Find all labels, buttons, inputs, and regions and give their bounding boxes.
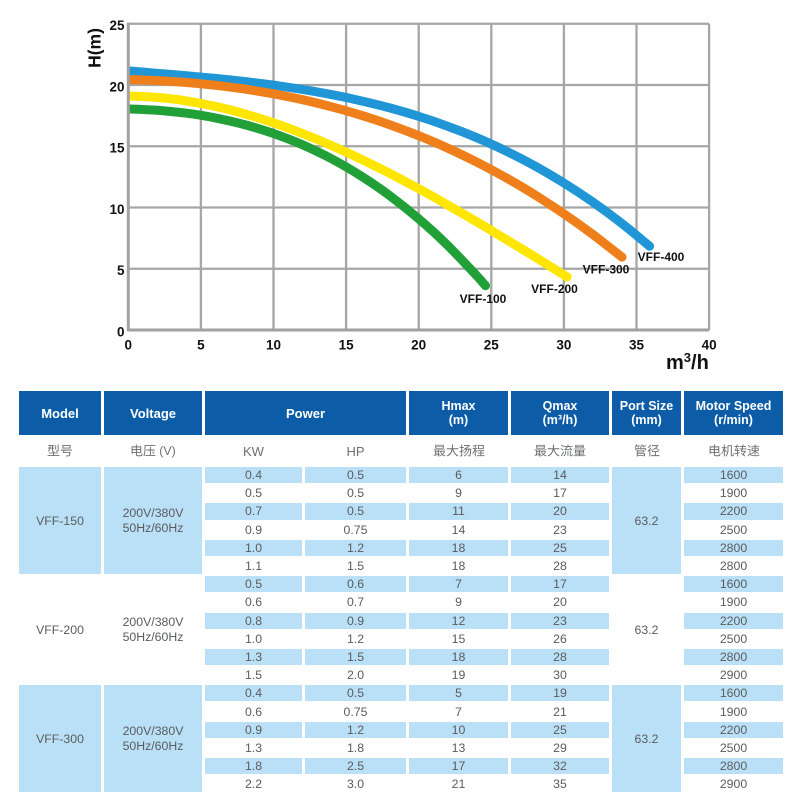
svg-text:VFF-400: VFF-400 (638, 250, 685, 264)
svg-text:20: 20 (109, 79, 124, 94)
svg-text:5: 5 (117, 263, 125, 278)
svg-text:0: 0 (117, 324, 125, 339)
svg-text:20: 20 (411, 338, 426, 353)
svg-text:VFF-300: VFF-300 (583, 263, 630, 277)
svg-text:5: 5 (197, 338, 205, 353)
svg-text:25: 25 (484, 338, 500, 353)
svg-text:0: 0 (125, 338, 133, 353)
svg-text:35: 35 (629, 338, 645, 353)
svg-text:15: 15 (109, 141, 125, 156)
svg-text:10: 10 (266, 338, 281, 353)
svg-text:10: 10 (109, 202, 124, 217)
svg-text:15: 15 (339, 338, 355, 353)
svg-text:30: 30 (556, 338, 571, 353)
svg-text:40: 40 (702, 338, 717, 353)
svg-text:25: 25 (109, 18, 125, 33)
svg-text:VFF-200: VFF-200 (531, 282, 578, 296)
svg-text:m3/h: m3/h (666, 350, 709, 374)
svg-text:VFF-100: VFF-100 (460, 292, 507, 306)
svg-text:H(m): H(m) (84, 28, 104, 68)
